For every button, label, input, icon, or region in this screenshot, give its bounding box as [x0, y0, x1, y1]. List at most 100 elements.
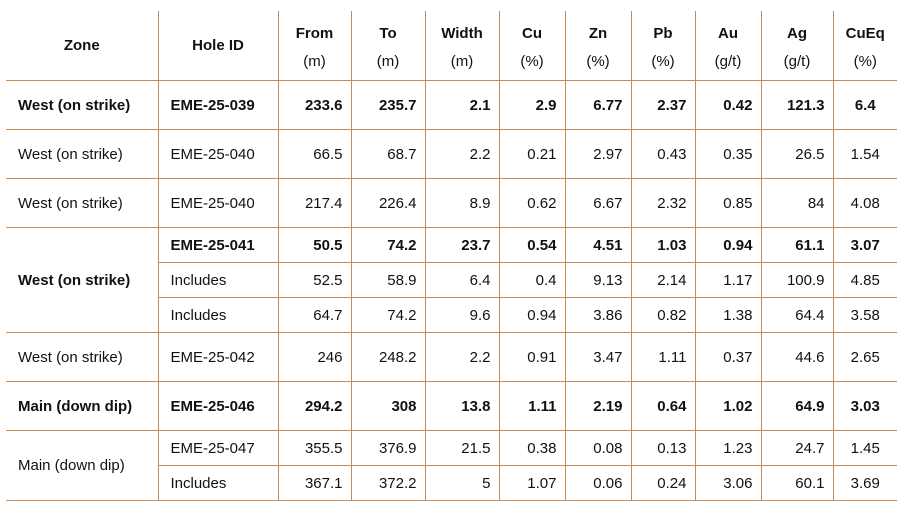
- pb-cell: 0.13: [630, 430, 696, 466]
- zn-cell: 2.19: [564, 381, 632, 431]
- from-cell: 52.5: [277, 262, 352, 298]
- cu-cell: 1.11: [498, 381, 566, 431]
- cueq-cell: 4.08: [832, 178, 897, 228]
- table-row: Includes 367.1 372.2 5 1.07 0.06 0.24 3.…: [6, 465, 897, 501]
- pb-cell: 0.82: [630, 297, 696, 333]
- from-cell: 217.4: [277, 178, 352, 228]
- header-unit: (m): [376, 53, 400, 70]
- au-cell: 0.42: [694, 80, 762, 130]
- table-row: West (on strike) EME-25-040 66.5 68.7 2.…: [6, 129, 897, 179]
- header-au: Au (g/t): [694, 11, 762, 81]
- au-cell: 1.17: [694, 262, 762, 298]
- au-cell: 3.06: [694, 465, 762, 501]
- header-unit: (%): [586, 53, 610, 70]
- header-unit: (g/t): [783, 53, 811, 70]
- zn-cell: 4.51: [564, 227, 632, 263]
- ag-cell: 26.5: [760, 129, 834, 179]
- to-cell: 58.9: [350, 262, 426, 298]
- cu-cell: 0.21: [498, 129, 566, 179]
- cu-cell: 1.07: [498, 465, 566, 501]
- pb-cell: 2.14: [630, 262, 696, 298]
- cueq-cell: 4.85: [832, 262, 897, 298]
- pb-cell: 1.11: [630, 332, 696, 382]
- zn-cell: 2.97: [564, 129, 632, 179]
- from-cell: 355.5: [277, 430, 352, 466]
- zone-cell: West (on strike): [6, 332, 159, 382]
- table-row: Main (down dip) EME-25-046 294.2 308 13.…: [6, 381, 897, 431]
- zn-cell: 3.86: [564, 297, 632, 333]
- header-label: To: [379, 25, 397, 42]
- header-label: Hole ID: [192, 37, 244, 54]
- width-cell: 9.6: [424, 297, 500, 333]
- to-cell: 308: [350, 381, 426, 431]
- to-cell: 226.4: [350, 178, 426, 228]
- zone-cell: Main (down dip): [6, 430, 159, 501]
- header-unit: (%): [651, 53, 675, 70]
- zone-cell: West (on strike): [6, 178, 159, 228]
- table-row: West (on strike) EME-25-039 233.6 235.7 …: [6, 80, 897, 130]
- header-zn: Zn (%): [564, 11, 632, 81]
- cu-cell: 0.54: [498, 227, 566, 263]
- cu-cell: 0.38: [498, 430, 566, 466]
- ag-cell: 121.3: [760, 80, 834, 130]
- cu-cell: 2.9: [498, 80, 566, 130]
- zn-cell: 0.08: [564, 430, 632, 466]
- cu-cell: 0.4: [498, 262, 566, 298]
- header-unit: (%): [520, 53, 544, 70]
- ag-cell: 84: [760, 178, 834, 228]
- cu-cell: 0.94: [498, 297, 566, 333]
- header-unit: (%): [853, 53, 877, 70]
- assay-results-table: Zone Hole ID From (m) To (m) Width (m) Cu (%…: [6, 11, 897, 501]
- zn-cell: 6.67: [564, 178, 632, 228]
- header-row: Zone Hole ID From (m) To (m) Width (m) Cu (%…: [6, 11, 897, 81]
- zone-cell: West (on strike): [6, 129, 159, 179]
- au-cell: 1.02: [694, 381, 762, 431]
- header-width: Width (m): [424, 11, 500, 81]
- header-cu: Cu (%): [498, 11, 566, 81]
- hole-id-cell: EME-25-042: [157, 332, 279, 382]
- to-cell: 74.2: [350, 297, 426, 333]
- header-label: Au: [718, 25, 738, 42]
- to-cell: 248.2: [350, 332, 426, 382]
- cueq-cell: 3.03: [832, 381, 897, 431]
- cueq-cell: 6.4: [832, 80, 897, 130]
- table-row: West (on strike) EME-25-040 217.4 226.4 …: [6, 178, 897, 228]
- from-cell: 367.1: [277, 465, 352, 501]
- header-label: CuEq: [845, 25, 885, 42]
- header-zone: Zone: [6, 11, 159, 81]
- header-from: From (m): [277, 11, 352, 81]
- from-cell: 246: [277, 332, 352, 382]
- width-cell: 2.1: [424, 80, 500, 130]
- from-cell: 66.5: [277, 129, 352, 179]
- width-cell: 2.2: [424, 332, 500, 382]
- cueq-cell: 3.07: [832, 227, 897, 263]
- width-cell: 13.8: [424, 381, 500, 431]
- width-cell: 5: [424, 465, 500, 501]
- to-cell: 68.7: [350, 129, 426, 179]
- hole-id-cell: EME-25-041: [157, 227, 279, 263]
- ag-cell: 100.9: [760, 262, 834, 298]
- header-unit: (m): [303, 53, 326, 70]
- width-cell: 8.9: [424, 178, 500, 228]
- zn-cell: 0.06: [564, 465, 632, 501]
- au-cell: 0.37: [694, 332, 762, 382]
- width-cell: 6.4: [424, 262, 500, 298]
- zone-cell: West (on strike): [6, 227, 159, 333]
- header-unit: (m): [450, 53, 474, 70]
- ag-cell: 44.6: [760, 332, 834, 382]
- from-cell: 294.2: [277, 381, 352, 431]
- table-row: West (on strike) EME-25-041 50.5 74.2 23…: [6, 227, 897, 333]
- au-cell: 1.23: [694, 430, 762, 466]
- zone-cell: West (on strike): [6, 80, 159, 130]
- au-cell: 0.94: [694, 227, 762, 263]
- ag-cell: 64.4: [760, 297, 834, 333]
- hole-id-cell: Includes: [158, 262, 279, 298]
- au-cell: 1.38: [694, 297, 762, 333]
- cu-cell: 0.62: [498, 178, 566, 228]
- table-row: West (on strike) EME-25-042 246 248.2 2.…: [6, 332, 897, 382]
- hole-id-cell: EME-25-047: [157, 430, 279, 466]
- width-cell: 2.2: [424, 129, 500, 179]
- zone-cell: Main (down dip): [6, 381, 159, 431]
- hole-id-cell: EME-25-039: [157, 80, 279, 130]
- width-cell: 21.5: [424, 430, 500, 466]
